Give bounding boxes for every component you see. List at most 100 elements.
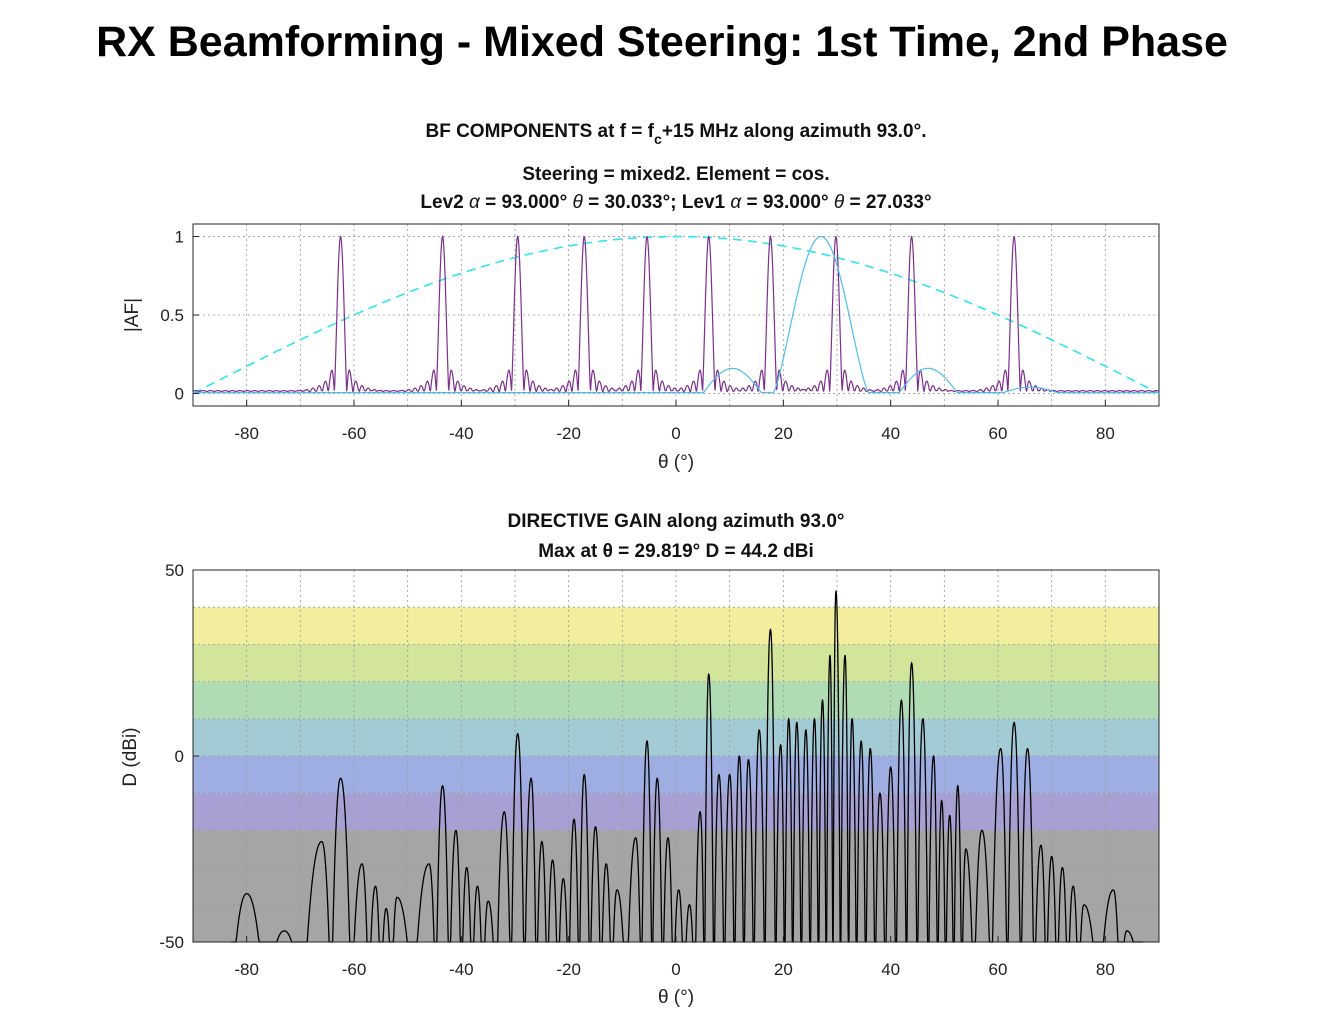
gain-lobe [865, 747, 876, 943]
gain-lobe [524, 777, 537, 943]
af-x-tick-label: 0 [671, 424, 680, 443]
gain-lobe [1034, 844, 1047, 943]
gain-lobe [435, 784, 450, 943]
gain-y-tick-label: 0 [175, 747, 184, 766]
gain-lobe [832, 589, 841, 943]
gain-lobe [945, 814, 954, 943]
af-series-lev1 [193, 235, 1158, 394]
af-chart-title: BF COMPONENTS at f = fc+15 MHz along azi… [420, 121, 931, 213]
gain-lobe [1020, 747, 1035, 943]
gain-lobe [510, 732, 525, 943]
gain-title-line-1: DIRECTIVE GAIN along azimuth 93.0° [508, 511, 845, 532]
page-title: RX Beamforming - Mixed Steering: 1st Tim… [96, 18, 1228, 66]
gain-lobe [906, 661, 918, 943]
gain-lobe [704, 673, 715, 943]
gain-lobe [809, 717, 819, 943]
gain-x-tick-label: -60 [342, 960, 367, 979]
gain-lobe [953, 784, 962, 943]
gain-lobe [626, 837, 642, 943]
af-y-tick-label: 0.5 [160, 306, 184, 325]
gain-lobe [973, 829, 992, 943]
gain-y-tick-label: -50 [159, 933, 184, 952]
gain-x-tick-label: 0 [671, 960, 680, 979]
af-x-tick-label: 80 [1096, 424, 1115, 443]
gain-lobe [589, 826, 601, 943]
gain-lobe [848, 717, 857, 943]
gain-lobe [991, 747, 1008, 943]
gain-lobe [547, 859, 558, 943]
gain-x-tick-label: -20 [556, 960, 581, 979]
gain-lobe [1067, 885, 1079, 943]
gain-x-tick-label: 40 [881, 960, 900, 979]
af-plot-lines [192, 234, 1160, 395]
gain-lobe [713, 774, 725, 943]
gain-x-tick-label: 60 [989, 960, 1008, 979]
af-y-axis-label: |AF| [122, 298, 143, 332]
gain-lobe [496, 811, 511, 943]
gain-x-tick-labels: -80 -60 -40 -20 0 20 40 60 80 [234, 936, 1115, 979]
gain-lobe [641, 740, 653, 943]
gain-x-tick-label: -80 [234, 960, 259, 979]
gain-lobe [303, 840, 332, 943]
gain-lobe [753, 729, 765, 943]
gain-lobe [937, 799, 946, 943]
gain-lobe [579, 773, 590, 943]
gain-lobe [449, 829, 462, 943]
gain-plot-lines [230, 589, 1143, 943]
gain-lobe [673, 889, 685, 943]
af-title-line-2: Steering = mixed2. Element = cos. [522, 164, 829, 185]
gain-lobe [600, 863, 612, 943]
af-x-axis-label: θ (°) [658, 452, 694, 473]
gain-lobe [840, 654, 849, 943]
af-grid [193, 224, 1159, 406]
af-series-element-pattern [192, 235, 1160, 395]
af-title-line-1: BF COMPONENTS at f = fc+15 MHz along azi… [425, 121, 926, 147]
gain-lobe [1057, 866, 1068, 943]
gain-lobe [536, 840, 548, 943]
gain-lobe [694, 810, 705, 943]
gain-lobe [743, 759, 754, 943]
af-y-tick-label: 1 [175, 228, 184, 247]
gain-lobe [662, 836, 674, 943]
af-y-tick-label: 0 [175, 384, 184, 403]
gain-lobe [764, 628, 776, 943]
gain-lobe [652, 777, 663, 943]
gain-x-tick-label: -40 [449, 960, 474, 979]
gain-lobe [775, 743, 785, 943]
af-x-tick-label: 60 [989, 424, 1008, 443]
gain-lobe [1046, 855, 1058, 943]
gain-lobe [825, 654, 834, 943]
gain-lobe [961, 848, 974, 943]
gain-chart-title: DIRECTIVE GAIN along azimuth 93.0° Max a… [508, 511, 845, 562]
af-x-tick-label: -20 [556, 424, 581, 443]
gain-lobe [917, 718, 929, 943]
af-x-tick-labels: -80 -60 -40 -20 0 20 40 60 80 [234, 400, 1115, 443]
gain-lobe [461, 866, 473, 943]
gain-y-tick-labels: -50 0 50 [159, 561, 199, 952]
gain-lobe [818, 699, 827, 943]
gain-lobe [331, 777, 352, 943]
af-series-lev2 [192, 234, 1160, 394]
af-x-tick-label: 40 [881, 424, 900, 443]
gain-lobe [784, 717, 793, 943]
gain-lobe [472, 885, 483, 943]
gain-lobe [801, 729, 811, 943]
af-x-tick-label: 20 [774, 424, 793, 443]
gain-lobe [885, 766, 897, 943]
gain-lobe [792, 721, 802, 943]
af-x-tick-label: -40 [449, 424, 474, 443]
gain-lobe [895, 699, 907, 943]
gain-grid [193, 570, 1159, 942]
gain-lobe [856, 739, 866, 943]
gain-title-line-2: Max at θ = 29.819° D = 44.2 dBi [538, 541, 814, 562]
gain-x-tick-label: 80 [1096, 960, 1115, 979]
gain-lobe [1007, 721, 1021, 943]
gain-x-tick-label: 20 [774, 960, 793, 979]
gain-lobe [557, 877, 569, 943]
gain-lobe [734, 755, 745, 943]
af-y-tick-labels: 00.51 [160, 228, 199, 403]
gain-x-axis-label: θ (°) [658, 987, 694, 1008]
af-x-tick-label: -60 [342, 424, 367, 443]
gain-lobe [568, 818, 580, 943]
